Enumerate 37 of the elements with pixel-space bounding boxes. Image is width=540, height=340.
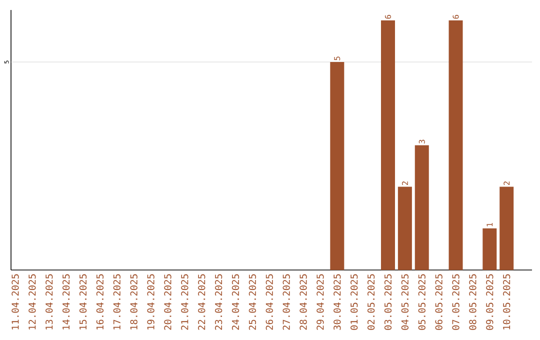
x-tick-label: 03.05.2025: [384, 274, 392, 330]
bar: [482, 228, 497, 270]
x-tick-label: 30.04.2025: [334, 274, 341, 330]
x-tick-label: 08.05.2025: [469, 274, 476, 330]
x-tick-label: 11.04.2025: [12, 274, 19, 330]
x-tick-label: 06.05.2025: [435, 274, 442, 330]
bar: [398, 186, 412, 270]
bar: [500, 186, 514, 270]
x-tick-label: 07.05.2025: [452, 274, 460, 330]
x-tick-label: 10.05.2025: [503, 274, 510, 330]
x-tick-label: 05.05.2025: [418, 274, 426, 330]
x-tick-label: 04.05.2025: [401, 274, 409, 330]
bar: [380, 20, 395, 270]
x-tick-label: 22.04.2025: [198, 274, 206, 330]
x-tick-label: 01.05.2025: [350, 274, 358, 330]
x-tick-label: 20.04.2025: [164, 274, 172, 330]
x-tick-label: 28.04.2025: [300, 274, 307, 330]
x-tick-label: 21.04.2025: [181, 274, 188, 330]
x-tick-label: 15.04.2025: [79, 274, 87, 330]
x-tick-label: 24.04.2025: [232, 274, 240, 330]
bar: [448, 20, 463, 270]
x-tick-label: 02.05.2025: [367, 274, 375, 330]
x-tick-label: 17.04.2025: [113, 274, 120, 330]
bar: [414, 145, 429, 270]
x-tick-label: 13.04.2025: [46, 274, 53, 330]
x-tick-label: 19.04.2025: [147, 274, 154, 330]
x-tick-label: 29.04.2025: [316, 274, 324, 330]
bar: [330, 62, 344, 270]
x-tick-label: 18.04.2025: [130, 274, 138, 330]
x-tick-label: 26.04.2025: [266, 274, 273, 330]
x-tick-label: 12.04.2025: [28, 274, 36, 330]
x-tick-label: 27.04.2025: [282, 274, 290, 330]
x-tick-label: 23.04.2025: [214, 274, 222, 330]
x-tick-label: 14.04.2025: [62, 274, 70, 330]
x-tick-label: 09.05.2025: [486, 274, 494, 330]
x-tick-label: 16.04.2025: [96, 274, 104, 330]
x-tick-label: 25.04.2025: [248, 274, 256, 330]
